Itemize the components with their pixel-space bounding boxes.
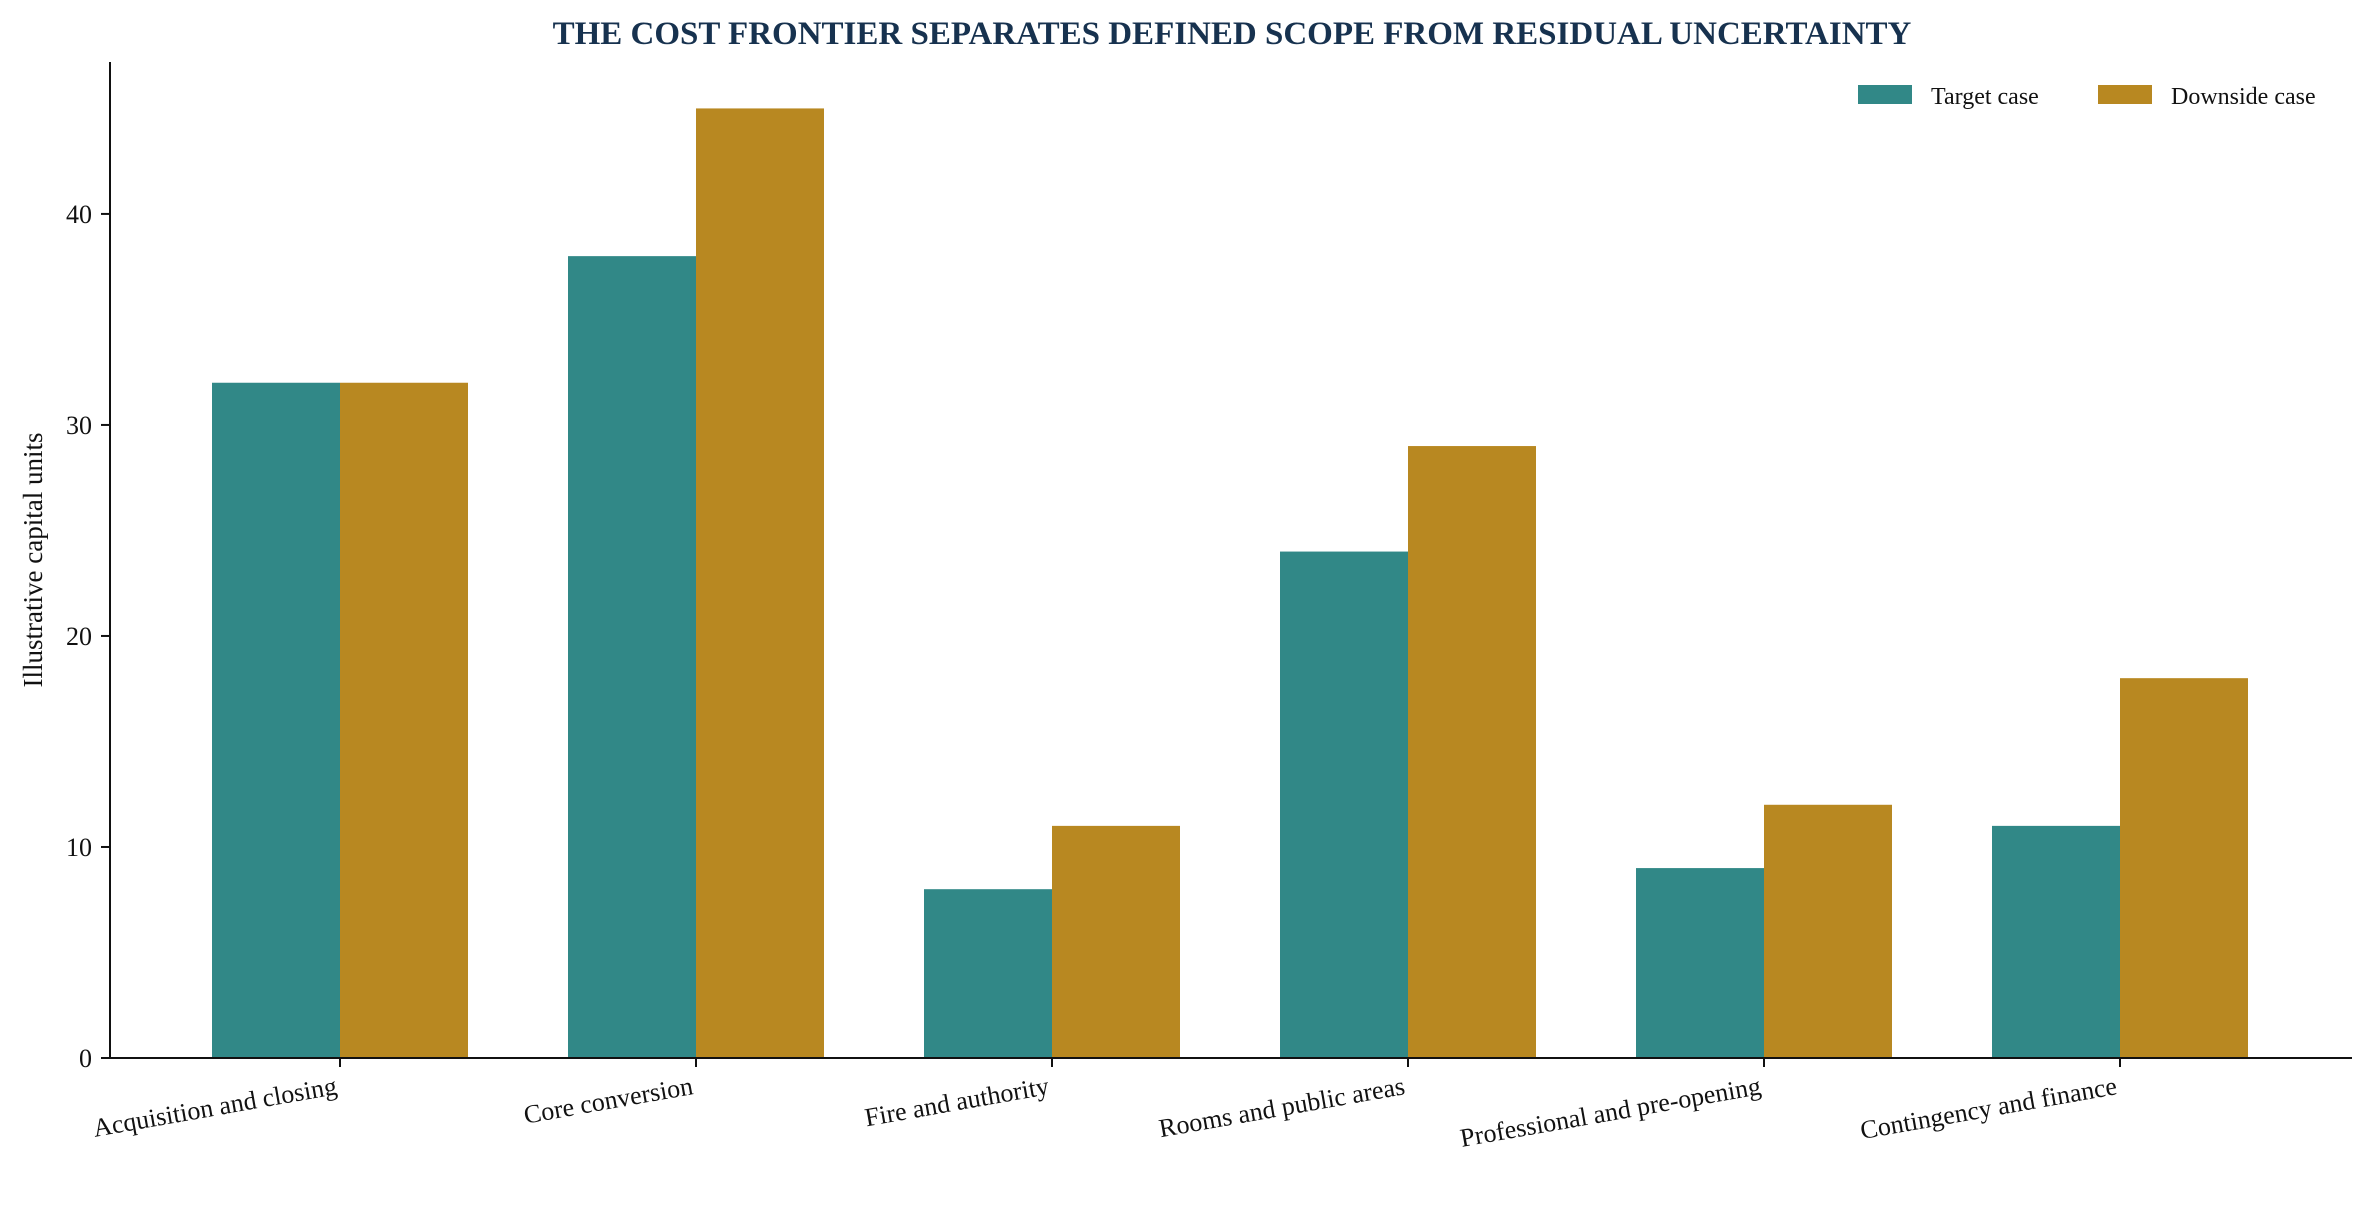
x-tick-label-5: Contingency and finance	[1858, 1071, 2119, 1145]
bars-layer	[212, 108, 2248, 1059]
bar-downside-3	[1408, 446, 1536, 1058]
bar-downside-4	[1764, 804, 1892, 1058]
legend-label-downside: Downside case	[2171, 84, 2316, 110]
chart-title: THE COST FRONTIER SEPARATES DEFINED SCOP…	[553, 16, 1912, 52]
legend-swatch-target	[1858, 85, 1912, 104]
bar-downside-2	[1052, 825, 1180, 1058]
bar-target-3	[1280, 551, 1408, 1058]
x-tick-label-3: Rooms and public areas	[1157, 1071, 1407, 1143]
y-axis-label: Illustrative capital units	[18, 433, 48, 688]
bar-target-1	[568, 256, 696, 1058]
y-tick-label-3: 30	[66, 411, 92, 440]
bar-target-2	[924, 889, 1052, 1058]
bar-downside-0	[340, 382, 468, 1059]
bar-target-4	[1636, 868, 1764, 1058]
y-tick-label-1: 10	[66, 833, 92, 862]
x-tick-label-4: Professional and pre-opening	[1458, 1071, 1763, 1152]
y-tick-label-2: 20	[66, 622, 92, 651]
bar-downside-5	[2120, 678, 2248, 1058]
y-tick-label-0: 0	[79, 1044, 92, 1073]
bar-downside-1	[696, 108, 824, 1059]
x-tick-label-2: Fire and authority	[863, 1071, 1052, 1132]
y-tick-label-4: 40	[66, 200, 92, 229]
x-tick-label-0: Acquisition and closing	[91, 1071, 339, 1142]
bar-target-0	[212, 382, 340, 1059]
x-tick-label-1: Core conversion	[521, 1071, 695, 1129]
legend-label-target: Target case	[1931, 84, 2039, 110]
legend-swatch-downside	[2098, 85, 2152, 104]
legend: Target case Downside case	[1858, 84, 2316, 110]
bar-target-5	[1992, 825, 2120, 1058]
